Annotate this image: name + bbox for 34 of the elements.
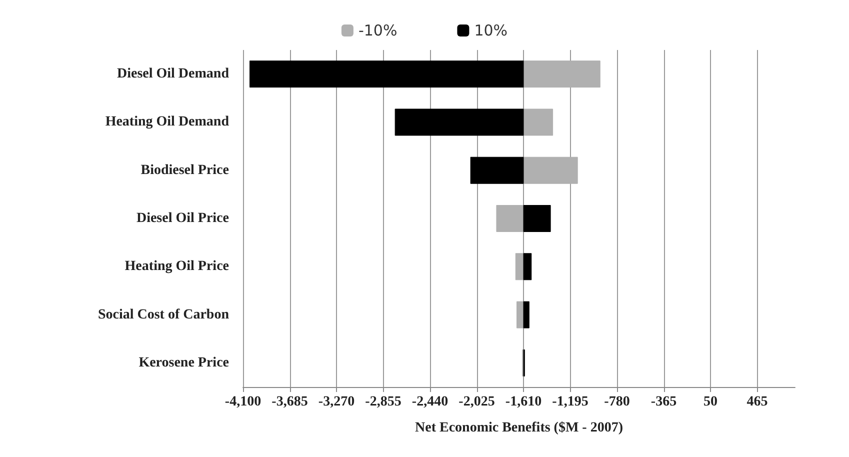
y-tick-label: Heating Oil Demand: [105, 114, 230, 130]
x-tick-label: -365: [650, 394, 677, 410]
x-tick-label: -780: [604, 394, 630, 410]
bar: [515, 253, 524, 280]
bar: [470, 156, 524, 184]
y-tick-label: Heating Oil Price: [124, 259, 229, 274]
x-tick-label: -2,855: [365, 394, 402, 410]
x-tick-label: -1,610: [505, 394, 542, 410]
x-axis-title: Net Economic Benefits ($M - 2007): [414, 420, 624, 436]
bar: [394, 108, 524, 136]
bar: [496, 205, 524, 232]
bar: [523, 253, 532, 280]
x-tick-label: -2,440: [412, 394, 448, 410]
legend-label: 10%: [474, 22, 508, 40]
bar: [523, 156, 578, 184]
x-tick-label: 465: [746, 394, 768, 410]
x-tick-label: -1,195: [552, 394, 588, 410]
y-tick-label: Diesel Oil Demand: [117, 66, 230, 82]
bar: [250, 60, 524, 88]
legend-label: -10%: [358, 22, 398, 40]
x-tick-label: -3,685: [272, 394, 308, 410]
bar: [516, 301, 524, 328]
y-tick-label: Biodiesel Price: [140, 162, 229, 178]
bar: [523, 205, 551, 232]
x-tick-label: -4,100: [224, 394, 262, 410]
x-tick-label: 50: [704, 394, 718, 410]
y-tick-label: Diesel Oil Price: [136, 211, 229, 226]
bar: [523, 301, 530, 328]
bar: [523, 60, 600, 88]
y-tick-label: Social Cost of Carbon: [98, 307, 230, 322]
x-tick-label: -2,025: [458, 394, 495, 410]
bar: [523, 108, 554, 136]
y-tick-label: Kerosene Price: [138, 355, 229, 370]
x-tick-label: -3,270: [318, 394, 355, 410]
